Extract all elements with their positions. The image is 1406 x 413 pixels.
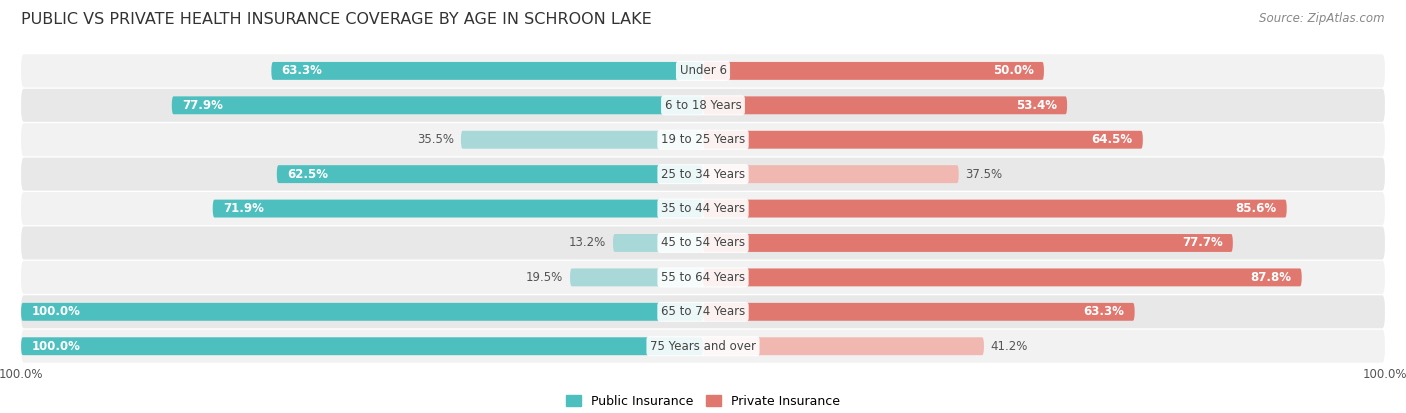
- FancyBboxPatch shape: [21, 295, 1385, 328]
- Text: 62.5%: 62.5%: [287, 168, 328, 180]
- Text: 37.5%: 37.5%: [966, 168, 1002, 180]
- FancyBboxPatch shape: [21, 261, 1385, 294]
- FancyBboxPatch shape: [21, 123, 1385, 156]
- FancyBboxPatch shape: [21, 303, 703, 321]
- Text: Under 6: Under 6: [679, 64, 727, 77]
- FancyBboxPatch shape: [703, 268, 1302, 286]
- FancyBboxPatch shape: [21, 337, 703, 355]
- FancyBboxPatch shape: [703, 303, 1135, 321]
- FancyBboxPatch shape: [461, 131, 703, 149]
- Text: 65 to 74 Years: 65 to 74 Years: [661, 305, 745, 318]
- Text: 75 Years and over: 75 Years and over: [650, 340, 756, 353]
- FancyBboxPatch shape: [271, 62, 703, 80]
- FancyBboxPatch shape: [21, 192, 1385, 225]
- FancyBboxPatch shape: [703, 131, 1143, 149]
- Text: 64.5%: 64.5%: [1091, 133, 1133, 146]
- FancyBboxPatch shape: [703, 199, 1286, 218]
- FancyBboxPatch shape: [21, 55, 1385, 88]
- Text: 77.7%: 77.7%: [1182, 237, 1223, 249]
- Text: 63.3%: 63.3%: [1084, 305, 1125, 318]
- FancyBboxPatch shape: [569, 268, 703, 286]
- FancyBboxPatch shape: [703, 234, 1233, 252]
- FancyBboxPatch shape: [21, 226, 1385, 259]
- Text: 71.9%: 71.9%: [224, 202, 264, 215]
- Text: 87.8%: 87.8%: [1250, 271, 1292, 284]
- Legend: Public Insurance, Private Insurance: Public Insurance, Private Insurance: [561, 390, 845, 413]
- FancyBboxPatch shape: [277, 165, 703, 183]
- FancyBboxPatch shape: [703, 62, 1045, 80]
- Text: 35 to 44 Years: 35 to 44 Years: [661, 202, 745, 215]
- Text: 50.0%: 50.0%: [993, 64, 1033, 77]
- Text: 13.2%: 13.2%: [569, 237, 606, 249]
- FancyBboxPatch shape: [172, 96, 703, 114]
- FancyBboxPatch shape: [703, 337, 984, 355]
- FancyBboxPatch shape: [703, 165, 959, 183]
- Text: 85.6%: 85.6%: [1236, 202, 1277, 215]
- Text: 100.0%: 100.0%: [31, 340, 80, 353]
- Text: 100.0%: 100.0%: [31, 305, 80, 318]
- Text: 19 to 25 Years: 19 to 25 Years: [661, 133, 745, 146]
- Text: 45 to 54 Years: 45 to 54 Years: [661, 237, 745, 249]
- Text: 55 to 64 Years: 55 to 64 Years: [661, 271, 745, 284]
- Text: Source: ZipAtlas.com: Source: ZipAtlas.com: [1260, 12, 1385, 25]
- Text: 19.5%: 19.5%: [526, 271, 564, 284]
- FancyBboxPatch shape: [21, 330, 1385, 363]
- FancyBboxPatch shape: [613, 234, 703, 252]
- Text: 25 to 34 Years: 25 to 34 Years: [661, 168, 745, 180]
- Text: 6 to 18 Years: 6 to 18 Years: [665, 99, 741, 112]
- Text: 41.2%: 41.2%: [991, 340, 1028, 353]
- Text: 53.4%: 53.4%: [1017, 99, 1057, 112]
- Text: 77.9%: 77.9%: [181, 99, 224, 112]
- FancyBboxPatch shape: [703, 96, 1067, 114]
- FancyBboxPatch shape: [21, 158, 1385, 191]
- Text: 35.5%: 35.5%: [418, 133, 454, 146]
- FancyBboxPatch shape: [212, 199, 703, 218]
- Text: PUBLIC VS PRIVATE HEALTH INSURANCE COVERAGE BY AGE IN SCHROON LAKE: PUBLIC VS PRIVATE HEALTH INSURANCE COVER…: [21, 12, 652, 27]
- Text: 63.3%: 63.3%: [281, 64, 322, 77]
- FancyBboxPatch shape: [21, 89, 1385, 122]
